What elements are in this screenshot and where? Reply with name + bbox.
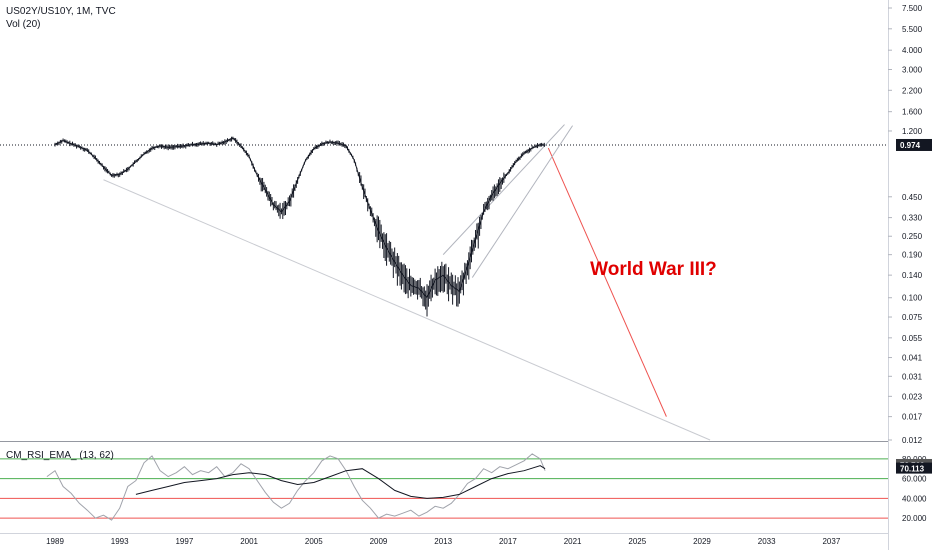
trendline — [103, 179, 711, 441]
x-tick-label: 1993 — [111, 537, 129, 546]
x-tick-label: 2013 — [434, 537, 452, 546]
y-tick-label: 0.017 — [902, 413, 923, 422]
x-tick-label: 1989 — [46, 537, 64, 546]
y-tick-label: 0.031 — [902, 372, 923, 381]
x-tick-label: 2009 — [370, 537, 388, 546]
x-tick-label: 2029 — [693, 537, 711, 546]
y-tick-label: 1.600 — [902, 108, 923, 117]
y-tick-label: 0.075 — [902, 313, 923, 322]
trendline — [442, 124, 565, 255]
trendline — [547, 147, 667, 417]
y-tick-label: 0.023 — [902, 392, 923, 401]
rsi-line — [46, 453, 546, 521]
x-tick-label: 2037 — [822, 537, 840, 546]
current-value-badge — [896, 138, 932, 151]
rsi-y-tick-label: 40.000 — [902, 494, 927, 503]
x-tick-label: 2025 — [628, 537, 646, 546]
y-tick-label: 0.190 — [902, 251, 923, 260]
trendline — [471, 125, 574, 278]
y-tick-label: 0.041 — [902, 354, 923, 363]
y-tick-label: 5.500 — [902, 25, 923, 34]
chart-subtitle: Vol (20) — [6, 19, 40, 30]
price-pane: World War III? — [0, 124, 888, 441]
y-tick-label: 0.100 — [902, 294, 923, 303]
rsi-y-tick-label: 60.000 — [902, 475, 927, 484]
x-tick-label: 2001 — [240, 537, 258, 546]
y-tick-label: 0.055 — [902, 334, 923, 343]
current-value-label: 0.974 — [900, 141, 921, 150]
y-tick-label: 0.250 — [902, 232, 923, 241]
y-tick-label: 1.200 — [902, 127, 923, 136]
ema-line — [135, 465, 546, 499]
y-tick-label: 4.000 — [902, 46, 923, 55]
rsi-pane — [0, 453, 888, 521]
annotation-text: World War III? — [590, 259, 717, 280]
y-tick-label: 0.140 — [902, 271, 923, 280]
price-line — [54, 137, 546, 299]
rsi-y-tick-label: 20.000 — [902, 514, 927, 523]
y-tick-label: 0.330 — [902, 214, 923, 223]
y-tick-label: 3.000 — [902, 65, 923, 74]
y-tick-label: 0.012 — [902, 436, 923, 445]
x-tick-label: 2033 — [758, 537, 776, 546]
x-tick-label: 2017 — [499, 537, 517, 546]
rsi-title: CM_RSI_EMA_ (13, 62) — [6, 450, 114, 461]
x-tick-label: 2021 — [564, 537, 582, 546]
y-tick-label: 7.500 — [902, 4, 923, 13]
chart-title: US02Y/US10Y, 1M, TVC — [6, 6, 116, 17]
rsi-badge-label: 70.113 — [900, 465, 925, 474]
x-tick-label: 1997 — [175, 537, 193, 546]
y-tick-label: 2.200 — [902, 86, 923, 95]
y-tick-label: 0.450 — [902, 193, 923, 202]
rsi-badge — [896, 462, 932, 474]
x-tick-label: 2005 — [305, 537, 323, 546]
